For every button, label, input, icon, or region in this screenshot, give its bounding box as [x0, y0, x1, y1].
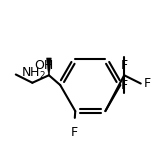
- Text: F: F: [71, 126, 78, 139]
- Text: F: F: [121, 79, 128, 92]
- Text: F: F: [121, 59, 128, 72]
- Polygon shape: [47, 58, 51, 75]
- Text: NH$_2$: NH$_2$: [21, 65, 46, 81]
- Text: F: F: [144, 77, 151, 90]
- Text: OH: OH: [34, 59, 53, 72]
